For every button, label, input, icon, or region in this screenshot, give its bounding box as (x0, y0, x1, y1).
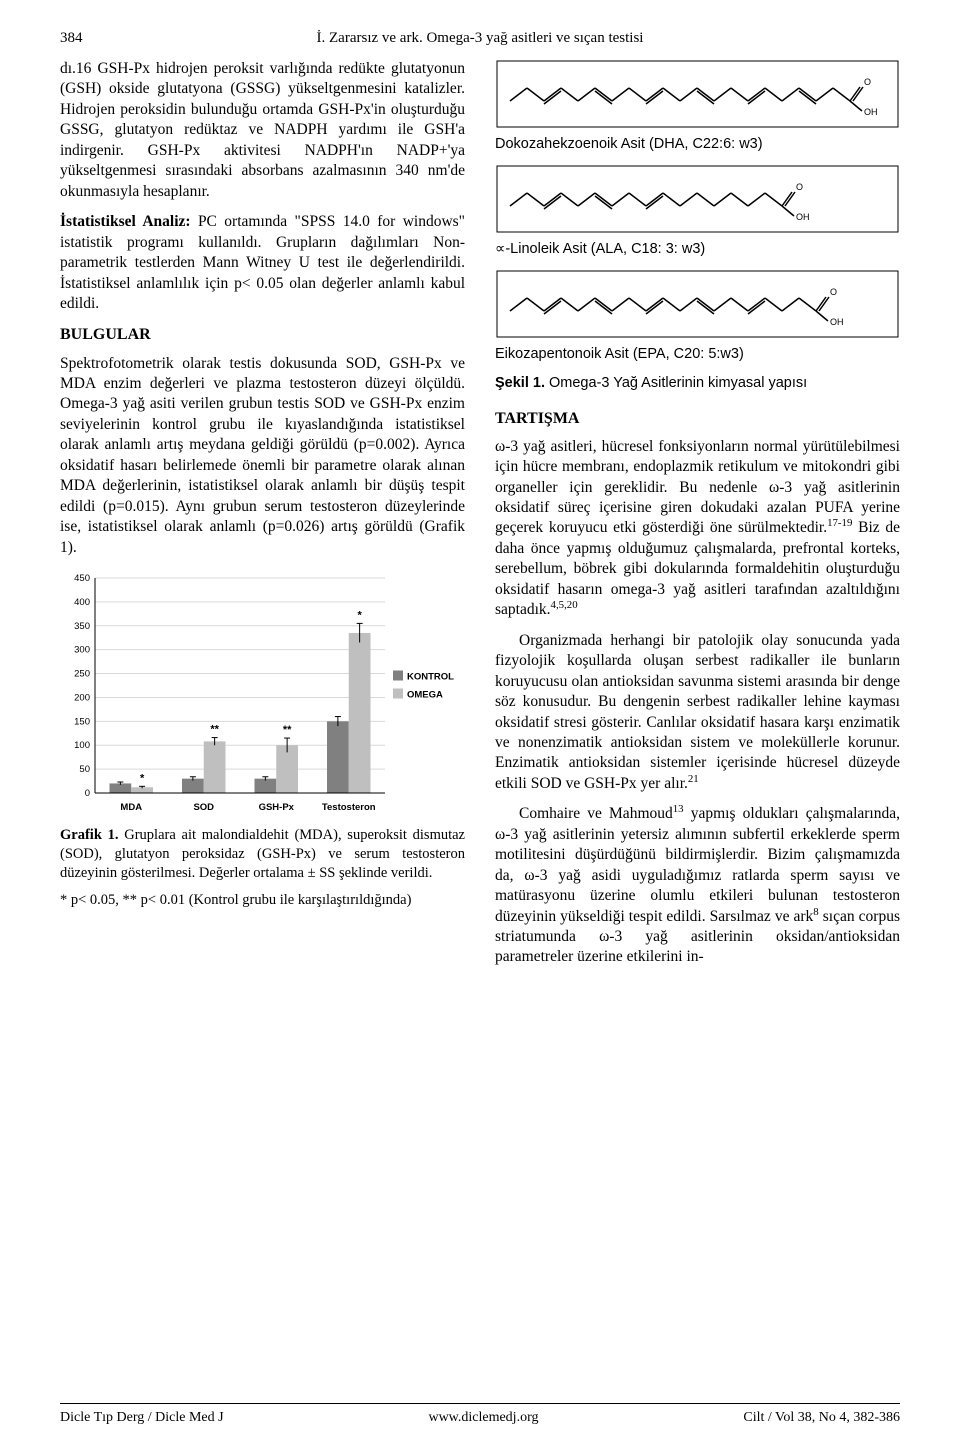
svg-text:250: 250 (74, 669, 90, 680)
svg-text:O: O (864, 77, 871, 87)
svg-text:200: 200 (74, 693, 90, 704)
footer-right: Cilt / Vol 38, No 4, 382-386 (743, 1410, 900, 1426)
stat-analysis-lead: İstatistiksel Analiz: (60, 213, 191, 230)
right-para-1: ω-3 yağ asitleri, hücresel fonksiyonları… (495, 437, 900, 621)
ala-label: ∝-Linoleik Asit (ALA, C18: 3: w3) (495, 240, 900, 259)
grafik-1-caption: Grafik 1. Gruplara ait malondialdehit (M… (60, 826, 465, 883)
footer-left: Dicle Tıp Derg / Dicle Med J (60, 1410, 224, 1426)
tartisma-heading: TARTIŞMA (495, 408, 900, 429)
svg-text:0: 0 (85, 788, 90, 799)
footer-center: www.diclemedj.org (428, 1410, 538, 1426)
svg-text:**: ** (283, 724, 292, 736)
svg-text:*: * (140, 772, 145, 784)
ala-structure: O OH (495, 164, 900, 234)
bulgular-heading: BULGULAR (60, 324, 465, 345)
svg-text:KONTROL: KONTROL (407, 672, 454, 683)
svg-text:300: 300 (74, 645, 90, 656)
left-column: dı.16 GSH-Px hidrojen peroksit varlığınd… (60, 59, 465, 1403)
svg-text:O: O (830, 287, 837, 297)
svg-text:100: 100 (74, 740, 90, 751)
svg-text:OH: OH (864, 107, 878, 117)
svg-text:MDA: MDA (120, 802, 142, 813)
page-footer: Dicle Tıp Derg / Dicle Med J www.dicleme… (60, 1403, 900, 1426)
svg-text:*: * (357, 609, 362, 621)
svg-text:OH: OH (796, 212, 810, 222)
svg-text:150: 150 (74, 716, 90, 727)
right-para-3: Comhaire ve Mahmoud13 yapmış oldukları ç… (495, 804, 900, 968)
svg-text:O: O (796, 182, 803, 192)
svg-text:450: 450 (74, 573, 90, 584)
left-para-2: İstatistiksel Analiz: PC ortamında "SPSS… (60, 212, 465, 314)
page-number: 384 (60, 30, 100, 47)
svg-text:SOD: SOD (193, 802, 214, 813)
right-column: O OH Dokozahekzoenoik Asit (DHA, C22:6: w… (495, 59, 900, 1403)
right-para-2: Organizmada herhangi bir patolojik olay … (495, 631, 900, 795)
left-para-3: Spektrofotometrik olarak testis dokusund… (60, 354, 465, 559)
epa-structure: O OH (495, 269, 900, 339)
svg-text:Testosteron: Testosteron (322, 802, 376, 813)
left-para-1: dı.16 GSH-Px hidrojen peroksit varlığınd… (60, 59, 465, 202)
dha-structure: O OH (495, 59, 900, 129)
sekil-1-caption: Şekil 1. Omega-3 Yağ Asitlerinin kimyasa… (495, 374, 900, 393)
svg-text:350: 350 (74, 621, 90, 632)
svg-text:50: 50 (79, 764, 90, 775)
svg-text:400: 400 (74, 597, 90, 608)
grafik-1-footnote: * p< 0.05, ** p< 0.01 (Kontrol grubu ile… (60, 891, 465, 910)
svg-text:**: ** (210, 724, 219, 736)
dha-label: Dokozahekzoenoik Asit (DHA, C22:6: w3) (495, 135, 900, 154)
running-head: İ. Zararsız ve ark. Omega-3 yağ asitleri… (100, 30, 860, 47)
grafik-1-chart: 0 50 100 150 200 250 300 350 400 450 * MDA ** SOD ** GS… (60, 568, 465, 818)
svg-text:OMEGA: OMEGA (407, 690, 443, 701)
page-header: 384 İ. Zararsız ve ark. Omega-3 yağ asit… (60, 30, 900, 47)
epa-label: Eikozapentonoik Asit (EPA, C20: 5:w3) (495, 345, 900, 364)
svg-text:GSH-Px: GSH-Px (259, 802, 295, 813)
bar-chart-svg: 0 50 100 150 200 250 300 350 400 450 * MDA ** SOD ** GS… (60, 568, 465, 818)
svg-text:OH: OH (830, 317, 844, 327)
